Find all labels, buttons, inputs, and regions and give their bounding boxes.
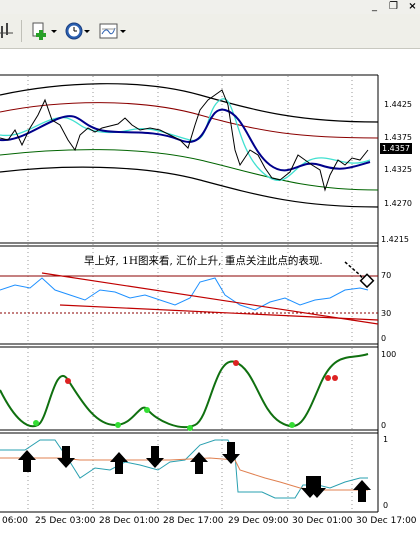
arrow-up-3 [190, 452, 208, 474]
osc-dot-red-2 [233, 360, 239, 366]
rsi-trendline-lower [59, 304, 379, 321]
osc-dot-green-4 [187, 425, 193, 431]
lower-band [0, 149, 379, 191]
rsi-trendline-falling [41, 272, 379, 325]
restore-button[interactable]: ❐ [389, 1, 398, 12]
toolbar-separator [21, 20, 22, 42]
time-label-2: 28 Dec 01:00 [99, 516, 160, 526]
chart-tool-icon[interactable] [0, 21, 14, 41]
rsi-line [0, 277, 369, 311]
price-tick-4: 1.4270 [384, 199, 412, 208]
osc-tick-0: 0 [381, 421, 386, 430]
price-tick-2: 1.4375 [384, 133, 412, 142]
add-indicator-icon[interactable] [31, 21, 59, 41]
lower-outer-band [0, 166, 379, 208]
rsi-tick-70: 70 [381, 271, 391, 280]
chart-area[interactable]: 1.4425 1.4375 1.4325 1.4270 1.4215 70 30… [0, 49, 420, 553]
upper-outer-band [0, 83, 379, 123]
window-controls: _ ❐ × [0, 0, 420, 14]
arrow-down-1 [57, 446, 75, 468]
time-label-3: 28 Dec 17:00 [163, 516, 224, 526]
time-label-4: 29 Dec 09:00 [228, 516, 289, 526]
osc-dot-green-5 [289, 422, 295, 428]
rsi-tick-30: 30 [381, 309, 391, 318]
time-label-6: 30 Dec 17:00 [356, 516, 417, 526]
arrow-down-5 [308, 476, 326, 498]
arrow-down-3 [222, 442, 240, 464]
arrow-down-2 [146, 446, 164, 468]
arrow-up-4 [353, 480, 371, 502]
oscillator-line [0, 353, 369, 429]
arrow-up-1 [18, 450, 36, 472]
chart-svg[interactable]: 1.4425 1.4375 1.4325 1.4270 1.4215 70 30… [0, 49, 420, 553]
signal-tick-1: 1 [383, 435, 388, 444]
chart-annotation-text: 早上好, 1H图来看, 汇价上升, 重点关注此点的表现. [84, 255, 323, 267]
template-icon[interactable] [98, 21, 128, 41]
time-label-0: 06:00 [2, 516, 28, 526]
osc-dot-green-1 [33, 420, 39, 426]
osc-dot-green-2 [115, 422, 121, 428]
close-button[interactable]: × [408, 1, 417, 12]
osc-dot-green-3 [144, 407, 150, 413]
vertical-grid [27, 76, 353, 512]
price-candles [0, 89, 369, 192]
rsi-tick-top: 1.4215 [381, 235, 409, 244]
time-label-1: 25 Dec 03:00 [35, 516, 96, 526]
rsi-marker [359, 273, 375, 289]
arrow-up-2 [110, 452, 128, 474]
periodicity-clock-icon[interactable] [64, 21, 92, 41]
upper-band [0, 102, 379, 139]
minimize-button[interactable]: _ [372, 1, 377, 12]
time-label-5: 30 Dec 01:00 [292, 516, 353, 526]
rsi-tick-0: 0 [381, 334, 386, 343]
osc-dot-red-1 [65, 378, 71, 384]
osc-dot-red-4 [332, 375, 338, 381]
chart-toolbar [0, 14, 420, 49]
signal-arrows [18, 442, 371, 502]
price-tick-1: 1.4425 [384, 100, 412, 109]
price-tick-3: 1.4325 [384, 165, 412, 174]
osc-tick-100: 100 [381, 350, 396, 359]
current-price-label: 1.4357 [380, 143, 412, 154]
signal-tick-0: 0 [383, 501, 388, 510]
ma-blue-line [0, 108, 371, 172]
osc-dot-red-3 [325, 375, 331, 381]
